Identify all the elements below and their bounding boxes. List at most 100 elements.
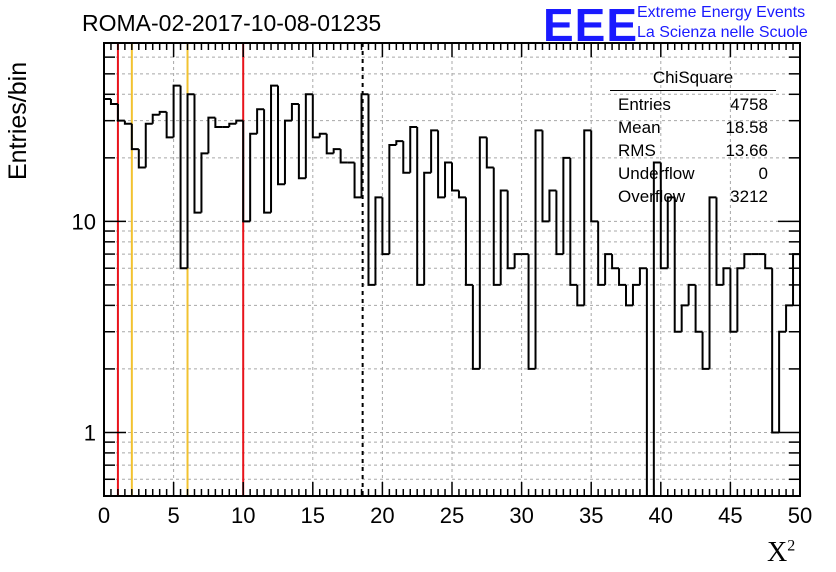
histogram-bin <box>353 162 362 199</box>
histogram-bin <box>485 137 494 169</box>
histogram-bin <box>409 125 418 173</box>
histogram-bin <box>277 85 285 186</box>
histogram-bin <box>541 130 550 223</box>
histogram-bin <box>290 102 299 121</box>
histogram-bin <box>687 283 696 306</box>
histogram-bin <box>242 120 251 223</box>
histogram-bin <box>652 161 661 496</box>
histogram-bin <box>548 189 557 222</box>
histogram-bin <box>381 197 390 256</box>
stats-label: Entries <box>618 95 671 114</box>
histogram-bin <box>297 103 306 180</box>
histogram-bin <box>729 268 738 333</box>
stats-value: 18.58 <box>725 118 768 137</box>
histogram-bin <box>318 132 327 138</box>
histogram-bin <box>172 84 181 138</box>
histogram-bin <box>555 190 564 256</box>
x-tick-label: 20 <box>370 503 394 528</box>
histogram-bin <box>186 93 195 269</box>
histogram-bin <box>235 119 244 124</box>
histogram-bin <box>513 253 522 269</box>
histogram-bin <box>304 93 313 179</box>
stats-title: ChiSquare <box>652 68 734 87</box>
histogram-bin <box>694 284 703 333</box>
histogram-bin <box>151 113 160 124</box>
histogram-bin <box>165 111 174 139</box>
x-tick-label: 50 <box>788 503 812 528</box>
x-tick-label: 45 <box>718 503 742 528</box>
x-tick-label: 35 <box>579 503 603 528</box>
histogram-bin <box>137 149 146 169</box>
histogram-bin <box>193 94 202 214</box>
histogram-bin <box>611 254 620 270</box>
histogram-bin <box>625 284 633 307</box>
histogram-bin <box>374 196 383 285</box>
histogram-bin <box>451 162 459 192</box>
stats-label: Overflow <box>618 187 686 206</box>
histogram-bin <box>416 126 425 286</box>
y-tick-label: 1 <box>84 420 96 445</box>
logo-subtitle-2: La Scienza nelle Scuole <box>637 24 808 41</box>
histogram-bin <box>144 122 153 168</box>
histogram-bin <box>263 109 272 214</box>
histogram-bin <box>506 190 515 270</box>
x-axis-label: X2 <box>767 537 795 569</box>
histogram-series <box>104 84 800 496</box>
x-tick-label: 0 <box>98 503 110 528</box>
histogram-bin <box>562 156 571 255</box>
histogram-bin <box>680 304 689 332</box>
stats-box: ChiSquare Entries 4758 Mean 18.58 RMS 13.66… <box>610 68 776 208</box>
histogram-bin <box>388 144 397 255</box>
stats-divider <box>610 90 776 91</box>
histogram-bin <box>597 221 606 286</box>
histogram-bin <box>430 129 439 173</box>
x-tick-label: 25 <box>440 503 464 528</box>
histogram-bin <box>527 254 536 370</box>
histogram-bin <box>457 190 466 199</box>
histogram-bin <box>569 157 578 286</box>
histogram-bin <box>715 197 724 286</box>
x-tick-label: 30 <box>509 503 533 528</box>
chart-title: ROMA-02-2017-10-08-01235 <box>82 10 382 36</box>
histogram-bin <box>339 149 348 164</box>
histogram-bin <box>499 189 508 285</box>
histogram-bin <box>471 284 480 370</box>
x-axis-label-base: X <box>767 537 788 568</box>
histogram-bin <box>638 267 647 285</box>
histogram-bin <box>256 108 265 134</box>
histogram-bin <box>179 85 188 270</box>
histogram-bin <box>492 167 501 286</box>
histogram-bin <box>618 268 626 286</box>
histogram-bin <box>228 122 237 127</box>
histogram-bin <box>332 148 341 154</box>
histogram-bin <box>109 99 118 105</box>
stats-value: 0 <box>758 164 768 183</box>
histogram-bin <box>444 161 452 198</box>
x-tick-label: 10 <box>231 503 255 528</box>
histogram-bin <box>631 283 640 306</box>
histogram-bin <box>325 133 334 155</box>
histogram-bin <box>207 116 216 154</box>
histogram-bin <box>200 152 209 213</box>
histogram-bin <box>464 197 473 286</box>
histogram-bin <box>659 162 668 270</box>
stats-row-overflow: Overflow 3212 <box>610 185 776 208</box>
stats-label: Underflow <box>618 164 695 183</box>
histogram-bin <box>214 117 223 128</box>
stats-value: 3212 <box>730 187 768 206</box>
histogram-bin <box>785 304 794 332</box>
histogram-bin <box>666 196 675 269</box>
histogram-bin <box>722 267 731 285</box>
histogram-bin <box>360 93 369 198</box>
histogram-bin <box>645 268 648 496</box>
histogram-bin <box>743 253 752 269</box>
histogram-bin <box>764 254 773 270</box>
histogram-bin <box>534 129 543 369</box>
stats-value: 13.66 <box>725 141 768 160</box>
histogram-bin <box>437 130 446 199</box>
histogram-bin <box>130 123 139 151</box>
histogram-bin <box>311 94 320 139</box>
stats-row-rms: RMS 13.66 <box>610 139 776 162</box>
histogram-bin <box>270 84 278 213</box>
